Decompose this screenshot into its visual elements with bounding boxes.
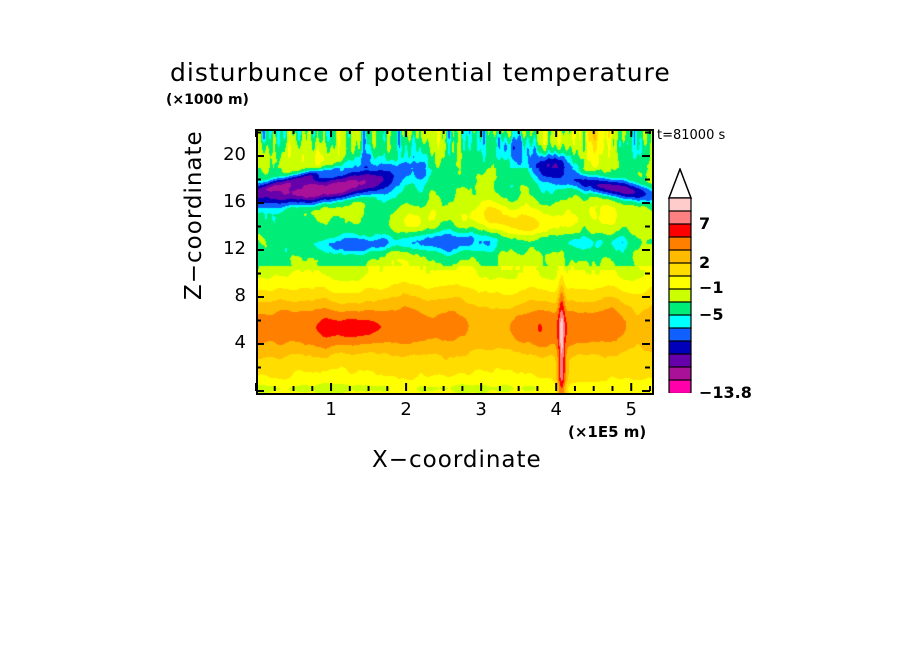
contour-field-canvas: [258, 131, 652, 393]
colorbar: [667, 168, 693, 393]
y-tick-label: 12: [223, 238, 246, 259]
y-axis-label-wrap: Z−coordinate: [181, 130, 243, 390]
colorbar-band: [668, 197, 692, 213]
x-tick-label: 4: [550, 399, 562, 420]
colorbar-band: [668, 262, 692, 278]
colorbar-band: [668, 366, 692, 382]
page-title: disturbunce of potential temperature: [170, 58, 671, 87]
colorbar-tick-label: 7: [699, 214, 711, 233]
y-tick-label: 20: [223, 144, 246, 166]
x-unit-label: (×1E5 m): [568, 423, 647, 441]
colorbar-tick-label: 2: [699, 253, 711, 272]
x-tick-label: 5: [625, 399, 637, 420]
colorbar-band: [668, 301, 692, 317]
contour-plot-area: [256, 129, 654, 395]
colorbar-band: [668, 340, 692, 356]
y-tick-label: 8: [234, 285, 246, 306]
colorbar-band: [668, 379, 692, 393]
colorbar-tick-label: −1: [699, 277, 724, 297]
colorbar-band: [668, 275, 692, 291]
x-axis-label: X−coordinate: [372, 447, 542, 473]
colorbar-top-arrow: [667, 168, 693, 199]
timestamp-annotation: t=81000 s: [657, 128, 726, 143]
colorbar-tick-label: −13.8: [699, 383, 752, 402]
colorbar-band: [668, 223, 692, 239]
colorbar-band: [668, 288, 692, 304]
colorbar-tick-label: −5: [699, 305, 724, 324]
colorbar-band: [668, 210, 692, 226]
colorbar-band: [668, 353, 692, 369]
x-tick-label: 1: [325, 399, 337, 420]
y-tick-label: 16: [223, 191, 246, 213]
x-tick-label: 2: [400, 399, 412, 420]
colorbar-band: [668, 327, 692, 343]
colorbar-band: [668, 236, 692, 252]
z-unit-label: (×1000 m): [166, 92, 249, 108]
colorbar-band: [668, 314, 692, 330]
colorbar-band: [668, 249, 692, 265]
y-tick-label: 4: [234, 332, 246, 353]
y-axis-label: Z−coordinate: [181, 130, 207, 300]
x-tick-label: 3: [475, 399, 487, 420]
